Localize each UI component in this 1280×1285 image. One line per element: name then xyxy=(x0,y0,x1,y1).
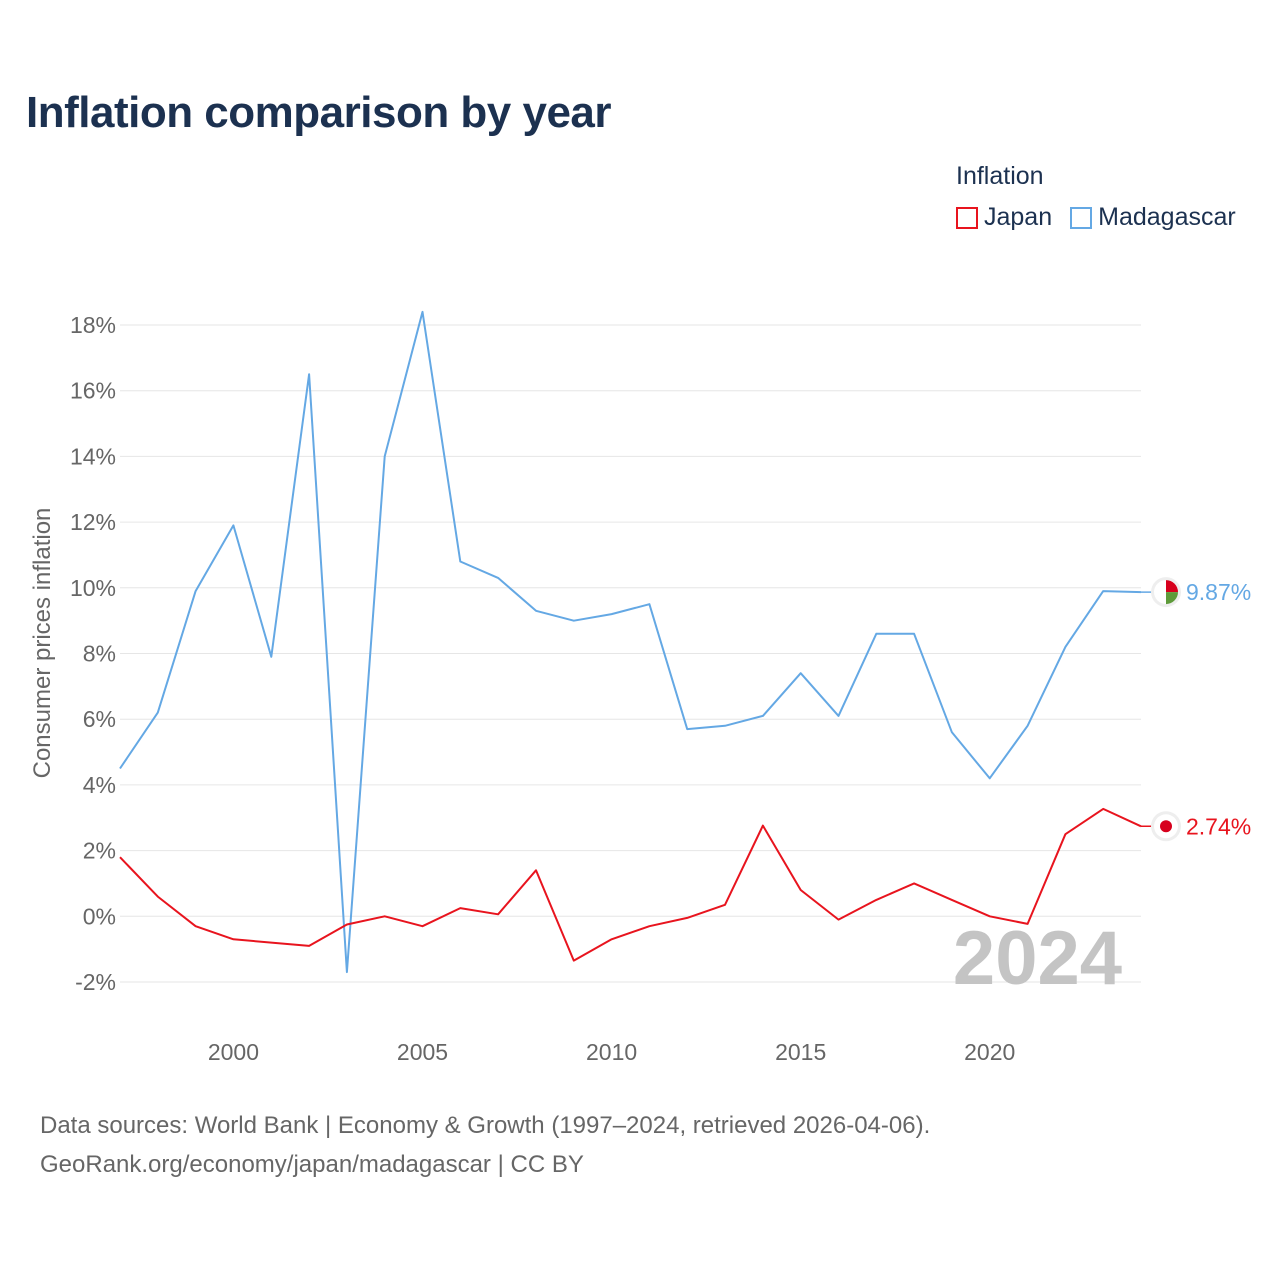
flag-madagascar-red-icon xyxy=(1166,580,1178,593)
source-line-2[interactable]: GeoRank.org/economy/japan/madagascar | C… xyxy=(40,1151,584,1178)
legend-swatch-madagascar xyxy=(1070,206,1093,229)
y-tick-label: 10% xyxy=(70,575,116,601)
y-tick-label: 12% xyxy=(70,509,116,535)
legend-swatch-japan xyxy=(956,206,978,229)
y-tick-label: 0% xyxy=(83,903,116,929)
x-tick-label: 2010 xyxy=(586,1039,637,1065)
legend-item-madagascar[interactable]: Madagascar xyxy=(1070,203,1236,232)
x-tick-label: 2005 xyxy=(397,1039,448,1065)
end-value-label-madagascar: 9.87% xyxy=(1186,579,1251,605)
series-line-japan xyxy=(119,807,1142,962)
end-value-label-japan: 2.74% xyxy=(1186,813,1251,839)
legend-label-madagascar: Madagascar xyxy=(1098,203,1236,231)
y-tick-label: 2% xyxy=(83,838,116,864)
y-tick-label: 4% xyxy=(83,772,116,798)
y-tick-label: 18% xyxy=(70,312,116,338)
y-tick-label: 14% xyxy=(70,443,116,469)
x-tick-label: 2020 xyxy=(964,1039,1015,1065)
year-watermark: 2024 xyxy=(953,916,1122,1001)
y-tick-label: 16% xyxy=(70,378,116,404)
y-axis-label: Consumer prices inflation xyxy=(29,508,56,779)
x-tick-label: 2015 xyxy=(775,1039,826,1065)
legend-label-japan: Japan xyxy=(984,203,1053,231)
legend-title: Inflation xyxy=(956,162,1044,190)
y-tick-label: 8% xyxy=(83,641,116,667)
flag-madagascar-green-icon xyxy=(1166,592,1178,605)
legend-item-japan[interactable]: Japan xyxy=(956,203,1052,232)
source-line-1: Data sources: World Bank | Economy & Gro… xyxy=(40,1112,931,1139)
flag-madagascar-icon xyxy=(1154,580,1166,605)
y-tick-label: -2% xyxy=(75,969,116,995)
source-note: Data sources: World Bank | Economy & Gro… xyxy=(40,1106,930,1184)
x-tick-label: 2000 xyxy=(208,1039,259,1065)
series-line-madagascar xyxy=(119,310,1142,974)
page-title: Inflation comparison by year xyxy=(26,88,612,137)
y-tick-label: 6% xyxy=(83,706,116,732)
flag-japan-sun-icon xyxy=(1160,820,1172,833)
legend: Inflation Japan Madagascar xyxy=(956,162,1254,232)
